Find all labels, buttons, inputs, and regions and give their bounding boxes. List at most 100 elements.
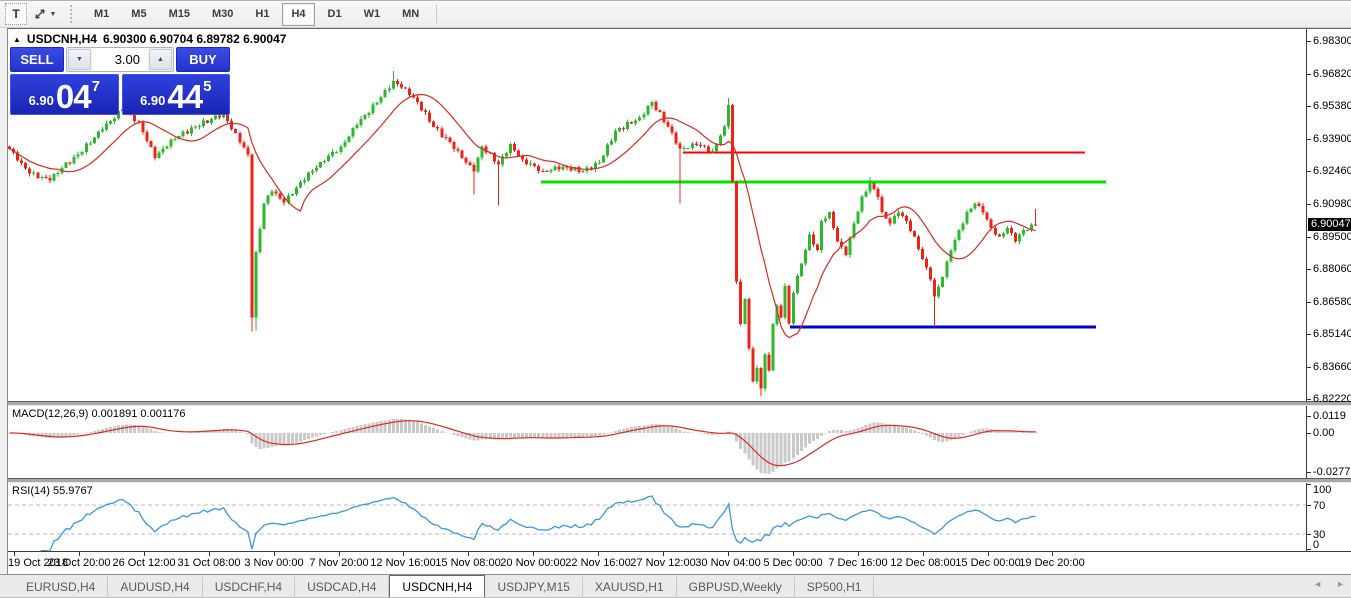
buy-price-point: 5 [203, 78, 212, 95]
timeframe-button-w1[interactable]: W1 [363, 8, 381, 20]
time-tick-label: 15 Nov 08:00 [435, 557, 501, 569]
price-tick [1307, 237, 1311, 238]
symbol-marker-icon: ▲ [13, 34, 21, 44]
chevron-down-icon: ▼ [76, 56, 83, 63]
timeframe-toolbar: T ▼ M1 M5 M15 M30 H1 H4 D1 W1 MN [0, 1, 1351, 28]
timeframe-button-m5[interactable]: M5 [131, 8, 147, 20]
tab-scroll-left-button[interactable]: ◄ [1313, 579, 1323, 589]
one-click-trading-panel: SELL ▼ 3.00 ▲ BUY 6.90 04 7 [10, 47, 230, 115]
volume-field[interactable]: 3.00 [92, 48, 148, 71]
time-tick-label: 26 Oct 12:00 [112, 557, 176, 569]
buy-button[interactable]: BUY [176, 47, 230, 72]
rsi-tick-label: 100 [1313, 484, 1332, 496]
cursor-arrows-tool-button[interactable]: ▼ [29, 3, 61, 25]
buy-price-prefix: 6.90 [140, 93, 166, 108]
price-tick-label: 6.93900 [1313, 133, 1351, 145]
sell-price-button[interactable]: 6.90 04 7 [10, 74, 119, 115]
symbol-tab-gbpusd-weekly[interactable]: GBPUSD,Weekly [677, 577, 795, 597]
macd-canvas[interactable] [8, 406, 1306, 478]
time-tick-label: 3 Nov 00:00 [244, 557, 304, 569]
toolbar-drag-handle[interactable] [70, 5, 77, 23]
chevron-down-icon: ▼ [49, 10, 57, 18]
moving-average-line[interactable] [9, 93, 1036, 339]
price-tick [1307, 334, 1311, 335]
macd-tick-label: 0.0119 [1313, 410, 1346, 422]
price-tick-label: 6.95380 [1313, 100, 1351, 112]
price-tick-label: 6.82220 [1313, 393, 1351, 405]
price-tick-label: 6.92460 [1313, 165, 1351, 177]
symbol-tab-usdcnh-h4[interactable]: USDCNH,H4 [389, 575, 486, 597]
panel-splitter[interactable] [8, 401, 1351, 406]
rsi-panel: RSI(14) 55.9767 100 70 30 0 [8, 483, 1351, 552]
time-tick-label: 20 Nov 00:00 [500, 557, 566, 569]
text-tool-button[interactable]: T [5, 3, 27, 25]
buy-price-pips: 44 [167, 77, 203, 115]
candlestick-canvas[interactable] [8, 29, 1306, 401]
timeframe-button-h4[interactable]: H4 [282, 2, 315, 26]
price-tick [1307, 302, 1311, 303]
time-tick-label: 15 Dec 00:00 [955, 557, 1021, 569]
time-tick [598, 552, 599, 556]
timeframe-button-d1[interactable]: D1 [327, 8, 342, 20]
price-axis[interactable]: 6.98300 6.96820 6.95380 6.93900 6.92460 6.909… [1306, 29, 1351, 405]
price-tick [1307, 41, 1311, 42]
symbol-tab-usdchf-h4[interactable]: USDCHF,H4 [203, 577, 296, 597]
rsi-tick-label: 30 [1313, 529, 1326, 541]
main-chart-plot[interactable]: ▲ USDCNH,H4 6.90300 6.90704 6.89782 6.90… [8, 29, 1306, 401]
symbol-tab-audusd-h4[interactable]: AUDUSD,H4 [108, 577, 203, 597]
price-tick [1307, 269, 1311, 270]
macd-plot[interactable]: MACD(12,26,9) 0.001891 0.001176 [8, 406, 1306, 478]
price-tick [1307, 74, 1311, 75]
price-tick [1307, 171, 1311, 172]
time-tick [144, 552, 145, 556]
time-tick [403, 552, 404, 556]
time-tick-label: 30 Nov 04:00 [695, 557, 761, 569]
tab-scroll-controls: ◄ ► [1313, 579, 1345, 589]
tab-scroll-right-button[interactable]: ► [1336, 579, 1345, 589]
price-tick-label: 6.86580 [1313, 296, 1351, 308]
macd-tick [1307, 416, 1311, 417]
timeframe-button-m1[interactable]: M1 [94, 8, 110, 20]
price-tick-label: 6.88060 [1313, 263, 1351, 275]
rsi-axis[interactable]: 100 70 30 0 [1306, 483, 1351, 551]
time-axis[interactable]: 19 Oct 2018 23 Oct 20:00 26 Oct 12:00 31 Oc… [8, 552, 1351, 574]
symbol-tab-xauusd-h1[interactable]: XAUUSD,H1 [583, 577, 677, 597]
sell-button[interactable]: SELL [10, 47, 64, 72]
buy-price-button[interactable]: 6.90 44 5 [121, 74, 230, 115]
chart-ohlc-values: 6.90300 6.90704 6.89782 6.90047 [102, 32, 287, 46]
symbol-tab-usdjpy-m15[interactable]: USDJPY,M15 [485, 577, 583, 597]
macd-tick-label: 0.00 [1313, 427, 1335, 439]
timeframe-button-m30[interactable]: M30 [211, 8, 234, 20]
sell-price-pips: 04 [55, 77, 92, 115]
current-price-badge: 6.90047 [1308, 218, 1351, 231]
timeframe-button-mn[interactable]: MN [402, 8, 420, 20]
volume-decrease-button[interactable]: ▼ [68, 49, 91, 70]
rsi-tick [1307, 484, 1311, 485]
macd-tick-label: -0.0277546 [1313, 466, 1351, 478]
macd-axis[interactable]: 0.0119 0.00 -0.0277546 [1306, 406, 1351, 478]
time-tick [533, 552, 534, 556]
price-tick [1307, 139, 1311, 140]
rsi-canvas[interactable] [8, 483, 1306, 551]
price-tick-label: 6.89500 [1313, 231, 1351, 243]
price-tick [1307, 367, 1311, 368]
time-tick [1052, 552, 1053, 556]
symbol-tab-eurusd-h4[interactable]: EURUSD,H4 [14, 577, 109, 597]
time-tick-label: 5 Dec 00:00 [763, 557, 823, 569]
chart-window: ▲ USDCNH,H4 6.90300 6.90704 6.89782 6.90… [7, 28, 1351, 574]
rsi-plot[interactable]: RSI(14) 55.9767 [8, 483, 1306, 551]
symbol-tab-sp500-h1[interactable]: SP500,H1 [795, 577, 875, 597]
panel-splitter[interactable] [8, 478, 1351, 483]
main-chart-panel: ▲ USDCNH,H4 6.90300 6.90704 6.89782 6.90… [8, 29, 1351, 405]
price-tick [1307, 399, 1311, 400]
price-tick-label: 6.90980 [1313, 198, 1351, 210]
volume-increase-button[interactable]: ▲ [149, 49, 172, 70]
chevron-up-icon: ▲ [157, 56, 164, 63]
timeframe-button-m15[interactable]: M15 [168, 8, 190, 20]
time-tick-label: 22 Nov 16:00 [565, 557, 631, 569]
symbol-tab-usdcad-h4[interactable]: USDCAD,H4 [295, 577, 390, 597]
price-tick [1307, 204, 1311, 205]
timeframe-button-h1[interactable]: H1 [255, 8, 270, 20]
chart-symbol-label: USDCNH,H4 [26, 32, 97, 46]
sell-price-point: 7 [91, 78, 100, 95]
